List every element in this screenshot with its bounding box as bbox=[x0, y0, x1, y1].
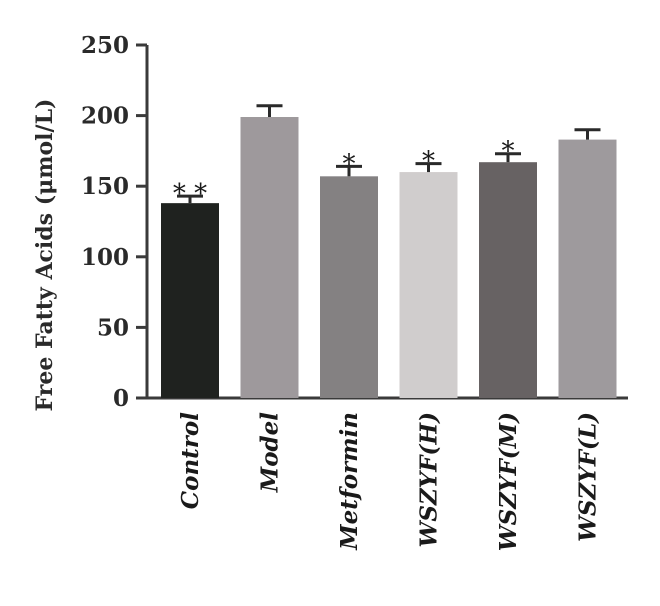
y-axis: 0 50 100 150 200 250 bbox=[81, 32, 628, 412]
y-axis-title: Free Fatty Acids (μmol/L) bbox=[32, 99, 58, 412]
significance-marker-0: * * bbox=[173, 179, 207, 209]
significance-marker-4: * bbox=[502, 137, 515, 167]
y-tick-label: 250 bbox=[81, 32, 129, 59]
y-tick-label: 0 bbox=[113, 385, 129, 412]
category-label-0: Control bbox=[177, 412, 204, 509]
category-label-1: Model bbox=[257, 412, 284, 494]
y-tick-label: 50 bbox=[97, 314, 129, 341]
category-label-5: WSZYF(L) bbox=[575, 412, 602, 542]
bar-1 bbox=[240, 117, 299, 399]
bar-4 bbox=[479, 162, 537, 398]
y-tick-label: 200 bbox=[81, 103, 129, 130]
bars-group: * * * * * bbox=[161, 104, 617, 399]
y-tick-label: 100 bbox=[81, 244, 129, 271]
category-label-2: Metformin bbox=[336, 412, 363, 551]
significance-marker-2: * bbox=[343, 149, 356, 179]
bar-5 bbox=[558, 139, 617, 398]
bar-3 bbox=[399, 172, 458, 398]
category-label-3: WSZYF(H) bbox=[416, 412, 443, 547]
bar-2 bbox=[320, 176, 378, 398]
x-axis-labels: Control Model Metformin WSZYF(H) WSZYF(M) WSZ… bbox=[177, 412, 602, 551]
category-label-4: WSZYF(M) bbox=[495, 412, 522, 551]
y-tick-label: 150 bbox=[81, 173, 129, 200]
significance-marker-3: * bbox=[422, 147, 435, 177]
bar-0 bbox=[161, 203, 219, 398]
